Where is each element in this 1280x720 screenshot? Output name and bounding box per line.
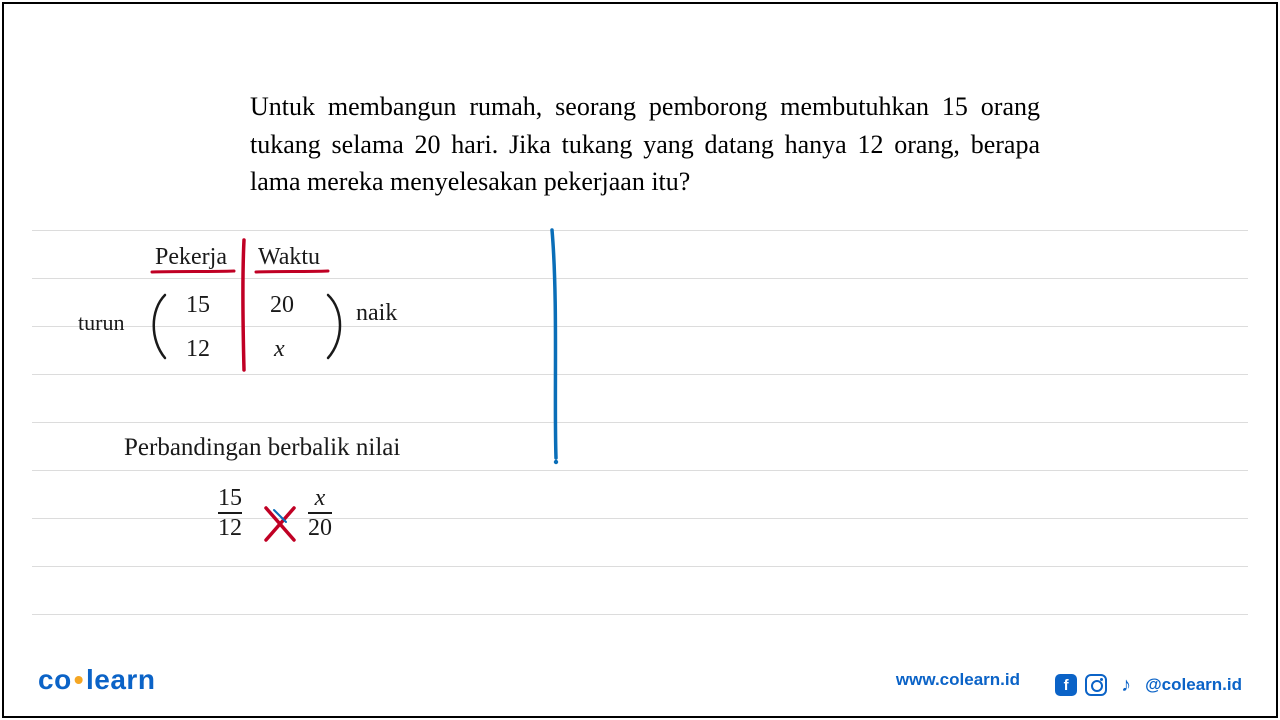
label-turun: turun (78, 310, 124, 336)
page-root: Untuk membangun rumah, seorang pemborong… (0, 0, 1280, 720)
frac-right-num: x (315, 486, 326, 510)
frac-bar (218, 512, 242, 514)
logo-learn: learn (86, 664, 155, 695)
rule-line (32, 326, 1248, 327)
brand-logo: co•learn (38, 664, 155, 696)
footer-socials: f ♪ @colearn.id (1055, 674, 1242, 696)
table-header-waktu: Waktu (258, 244, 320, 271)
tiktok-icon[interactable]: ♪ (1115, 674, 1137, 696)
footer-url[interactable]: www.colearn.id (896, 670, 1020, 690)
note-perbandingan: Perbandingan berbalik nilai (124, 434, 400, 462)
frac-left-den: 12 (218, 516, 242, 540)
problem-text: Untuk membangun rumah, seorang pemborong… (250, 88, 1040, 201)
rule-line (32, 278, 1248, 279)
label-naik: naik (356, 300, 397, 327)
footer: co•learn www.colearn.id f ♪ @colearn.id (0, 656, 1280, 696)
cell-pekerja-0: 15 (186, 292, 210, 319)
rule-line (32, 230, 1248, 231)
frac-right-den: 20 (308, 516, 332, 540)
rule-line (32, 470, 1248, 471)
instagram-icon[interactable] (1085, 674, 1107, 696)
rule-line (32, 374, 1248, 375)
fraction-right: x 20 (308, 486, 332, 540)
table-header-pekerja: Pekerja (155, 244, 227, 271)
logo-dot: • (72, 664, 86, 695)
cell-waktu-1: x (274, 336, 285, 363)
frac-left-num: 15 (218, 486, 242, 510)
rule-line (32, 566, 1248, 567)
rule-line (32, 518, 1248, 519)
fraction-left: 15 12 (218, 486, 242, 540)
frac-bar (308, 512, 332, 514)
rule-line (32, 614, 1248, 615)
logo-co: co (38, 664, 72, 695)
footer-handle: @colearn.id (1145, 675, 1242, 695)
facebook-icon[interactable]: f (1055, 674, 1077, 696)
cell-waktu-0: 20 (270, 292, 294, 319)
rule-line (32, 422, 1248, 423)
cell-pekerja-1: 12 (186, 336, 210, 363)
